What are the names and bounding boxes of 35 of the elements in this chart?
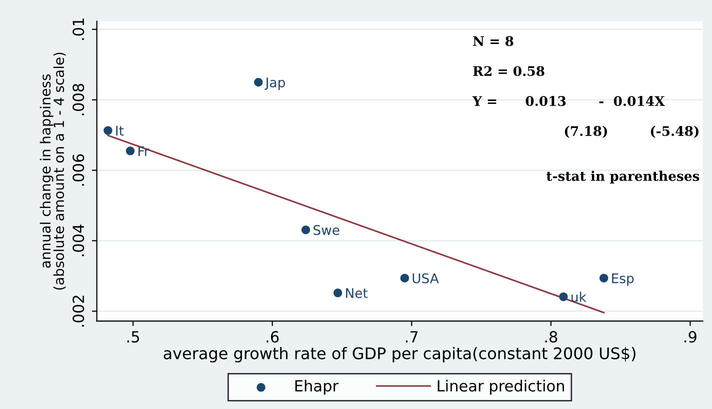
x-tick-label: .6 <box>266 331 279 343</box>
annotation: (7.18) (-5.48) <box>564 126 698 138</box>
x-axis-title: average growth rate of GDP per capita(constant 2000 US$) <box>164 346 636 362</box>
x-tick-label: .7 <box>406 331 418 342</box>
point <box>104 126 112 135</box>
x-tick-label: .8 <box>545 331 558 343</box>
annotation: R2 = 0.58 <box>473 66 544 76</box>
y-axis-title: annual change in happiness (absolute amount on a 1 - 4 scale) <box>40 52 66 290</box>
legend-label: Linear prediction <box>438 380 564 395</box>
annotation: Y = 0.013 - 0.014X <box>472 96 665 106</box>
legend-label: Ehapr <box>295 380 339 395</box>
x-tick-label: .9 <box>684 331 696 343</box>
y-tick-label: .008 <box>72 84 84 116</box>
annotation: uk <box>572 292 586 302</box>
point <box>254 78 263 87</box>
annotation: USA <box>412 273 439 284</box>
point <box>400 274 410 282</box>
point <box>559 292 568 302</box>
annotation: Swe <box>314 225 340 236</box>
annotation: Esp <box>612 273 634 286</box>
y-tick-label: .01 <box>72 18 84 40</box>
point <box>126 146 135 156</box>
annotation: It <box>116 126 124 136</box>
annotation: Jap <box>264 78 285 90</box>
annotation: t-stat in parentheses <box>546 170 700 184</box>
point <box>599 274 608 282</box>
annotation: Net <box>346 288 368 298</box>
y-tick-label: .002 <box>72 296 84 327</box>
point <box>333 288 342 298</box>
x-tick-label: .5 <box>127 331 139 343</box>
y-tick-label: .004 <box>72 224 84 256</box>
annotation: N = 8 <box>473 36 514 46</box>
point <box>301 225 310 234</box>
y-tick-label: .006 <box>72 154 84 186</box>
annotation: Fr <box>138 146 150 156</box>
